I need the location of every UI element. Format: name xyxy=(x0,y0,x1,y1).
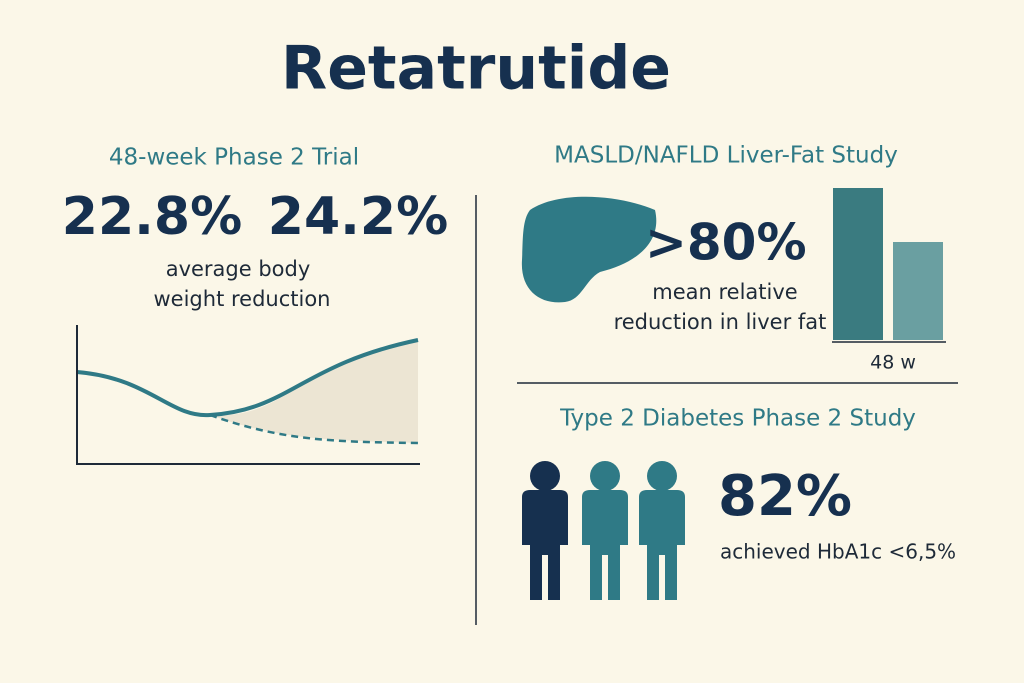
stat: 82% xyxy=(718,464,852,529)
caption: average body xyxy=(166,257,311,281)
stat: 24.2% xyxy=(268,187,448,247)
person-icon xyxy=(522,461,568,600)
dashed-curve xyxy=(209,413,419,445)
stat: >80% xyxy=(645,214,807,272)
caption: reduction in liver fat xyxy=(614,310,827,334)
person-icon xyxy=(639,461,685,600)
people-icons xyxy=(522,461,685,600)
illustrative-chart xyxy=(76,325,420,465)
liver-icon xyxy=(521,196,657,303)
bar-label: 48 w xyxy=(870,352,916,374)
bar xyxy=(893,242,943,340)
bar xyxy=(833,188,883,340)
person-icon xyxy=(582,461,628,600)
section-heading: MASLD/NAFLD Liver-Fat Study xyxy=(554,143,898,169)
caption: achieved HbA1c <6,5% xyxy=(720,540,956,564)
title: Retatrutide xyxy=(281,34,671,104)
section-heading: Type 2 Diabetes Phase 2 Study xyxy=(559,406,916,432)
stat: 22.8% xyxy=(62,187,242,247)
caption: mean relative xyxy=(652,280,797,304)
section-heading: 48-week Phase 2 Trial xyxy=(109,145,359,171)
caption: weight reduction xyxy=(154,287,331,311)
curve xyxy=(76,338,419,418)
shaded-area xyxy=(210,340,418,443)
